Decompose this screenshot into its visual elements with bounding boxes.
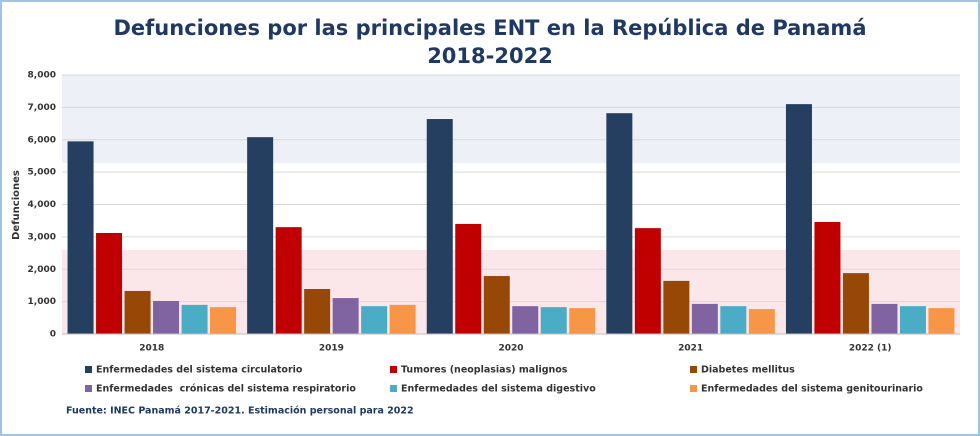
- bar: [247, 137, 274, 334]
- legend-swatch: [690, 385, 697, 392]
- bar: [814, 221, 841, 334]
- bar: [275, 227, 302, 334]
- bar: [928, 308, 955, 334]
- y-tick-label: 2,000: [28, 265, 56, 275]
- x-tick-label: 2020: [498, 344, 523, 354]
- x-tick-label: 2021: [678, 344, 703, 354]
- legend-label: Diabetes mellitus: [701, 365, 795, 376]
- bar: [483, 276, 510, 334]
- bar: [512, 306, 539, 334]
- legend-label: Enfermedades del sistema genitourinario: [701, 384, 923, 395]
- chart-title: Defunciones por las principales ENT en l…: [114, 16, 867, 40]
- y-tick-label: 3,000: [28, 232, 56, 242]
- y-tick-label: 6,000: [28, 135, 56, 145]
- legend-swatch: [390, 366, 397, 373]
- bar: [361, 306, 388, 334]
- bar: [842, 273, 869, 334]
- bar: [748, 309, 775, 334]
- y-tick-label: 1,000: [28, 297, 56, 307]
- legend-label: Tumores (neoplasias) malignos: [401, 365, 568, 376]
- bar: [181, 304, 208, 334]
- bar: [663, 280, 690, 334]
- band-top: [62, 75, 960, 163]
- x-tick-label: 2022 (1): [849, 344, 892, 354]
- bar: [389, 304, 416, 334]
- y-axis-label: Defunciones: [11, 170, 22, 240]
- bar: [785, 104, 812, 334]
- bar: [304, 288, 331, 334]
- bar: [210, 307, 237, 334]
- bar: [332, 298, 359, 334]
- x-tick-label: 2018: [139, 344, 164, 354]
- x-tick-label: 2019: [319, 344, 344, 354]
- bar: [899, 306, 926, 334]
- bar: [540, 307, 567, 334]
- bar: [455, 223, 482, 334]
- legend-label: Enfermedades crónicas del sistema respir…: [96, 384, 356, 395]
- bar: [569, 308, 596, 334]
- chart-subtitle: 2018-2022: [427, 44, 553, 68]
- legend-swatch: [85, 385, 92, 392]
- legend-swatch: [85, 366, 92, 373]
- bar: [426, 119, 453, 334]
- y-tick-label: 4,000: [28, 200, 56, 210]
- y-tick-label: 7,000: [28, 103, 56, 113]
- bar: [96, 232, 123, 334]
- y-tick-label: 0: [50, 330, 56, 340]
- y-tick-label: 8,000: [28, 71, 56, 81]
- bar: [634, 228, 661, 334]
- y-tick-label: 5,000: [28, 168, 56, 178]
- bar: [124, 290, 151, 334]
- legend-swatch: [690, 366, 697, 373]
- bar: [691, 303, 718, 334]
- bar: [606, 113, 633, 334]
- bar: [871, 303, 898, 334]
- legend-swatch: [390, 385, 397, 392]
- legend-label: Enfermedades del sistema digestivo: [401, 384, 596, 395]
- bar: [153, 300, 180, 334]
- bar: [67, 141, 94, 334]
- source-note: Fuente: INEC Panamá 2017-2021. Estimació…: [66, 406, 414, 417]
- legend-label: Enfermedades del sistema circulatorio: [96, 365, 303, 376]
- bar: [720, 306, 747, 334]
